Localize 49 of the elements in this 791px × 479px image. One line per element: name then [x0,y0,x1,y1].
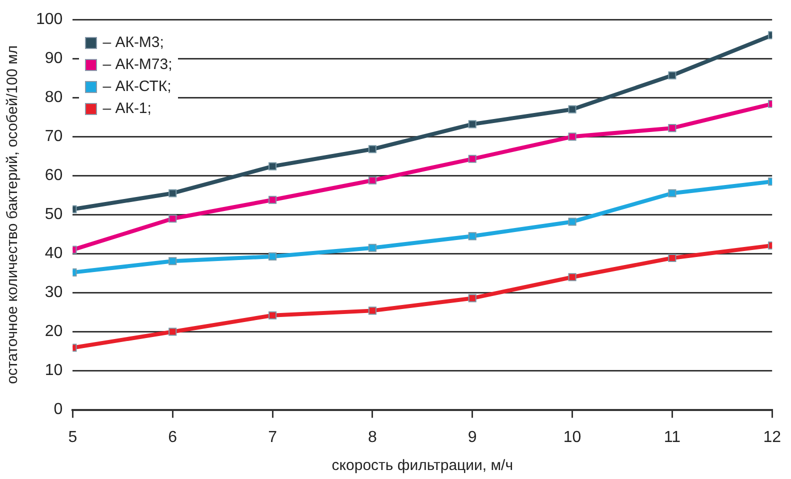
x-tick-label: 12 [763,428,782,446]
point [268,252,277,260]
x-tick-label: 10 [563,428,582,446]
point [268,311,277,320]
legend-label: – АК-М3; [102,34,164,51]
point [668,189,676,198]
legend-label: – АК-СТК; [102,78,172,95]
point [268,162,277,170]
x-tick-label: 5 [68,428,78,446]
point [268,196,277,204]
legend-label: – АК-1; [102,100,152,117]
y-tick-label: 50 [44,206,63,224]
x-tick-label: 11 [664,428,681,446]
point [168,214,177,223]
x-tick-label: 6 [168,428,178,446]
point [468,294,476,302]
y-tick-label: 90 [44,50,63,68]
point [368,145,376,154]
y-tick-label: 70 [44,128,63,146]
y-tick-label: 80 [44,89,63,106]
point [668,71,676,80]
y-tick-label: 30 [44,284,63,302]
y-tick-label: 20 [44,323,63,340]
y-tick-label: 40 [44,245,63,262]
y-tick-label: 100 [36,11,63,28]
y-tick-label: 60 [44,167,63,184]
point [468,232,476,240]
point [568,273,576,282]
point [168,257,177,266]
x-tick-label: 8 [368,428,377,446]
y-tick-label: 10 [44,362,63,380]
point [568,218,576,226]
x-tick-label: 7 [268,428,278,446]
point [168,189,177,198]
point [568,105,576,114]
point [368,244,376,252]
point [468,154,476,163]
point [668,254,676,262]
y-axis-title: остаточное количество бактерий, особей/100 мл [4,45,22,384]
point [668,124,676,132]
legend-label: – АК-М73; [102,56,172,73]
point [368,176,376,184]
point [368,306,376,315]
y-tick-label: 0 [54,401,63,418]
x-axis-title: скорость фильтрации, м/ч [332,457,514,474]
point [468,120,476,128]
point [568,132,576,141]
point [168,328,177,336]
x-tick-label: 9 [468,428,477,446]
